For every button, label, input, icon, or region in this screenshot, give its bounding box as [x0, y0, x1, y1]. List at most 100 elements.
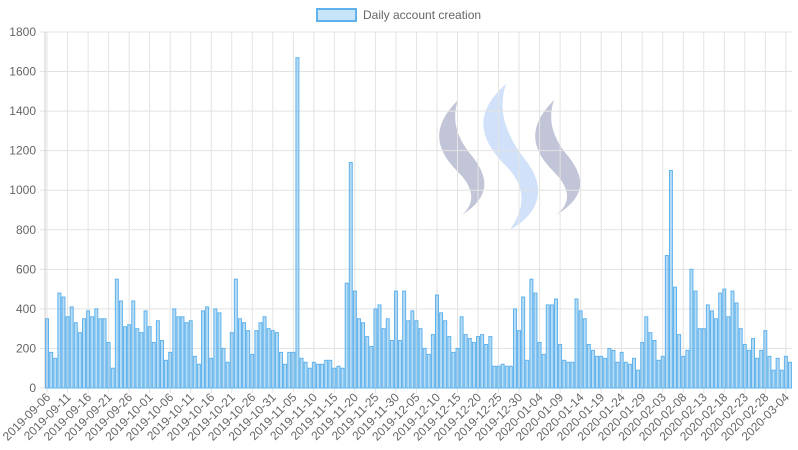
bar[interactable] — [114, 278, 119, 389]
bar[interactable] — [262, 316, 267, 389]
bar[interactable] — [787, 361, 792, 389]
bar[interactable] — [357, 318, 361, 389]
bar[interactable] — [332, 367, 337, 389]
bar[interactable] — [644, 316, 649, 389]
legend-swatch[interactable] — [316, 8, 357, 22]
bar[interactable] — [562, 359, 567, 389]
bar[interactable] — [545, 304, 550, 389]
bar[interactable] — [184, 322, 189, 389]
bar[interactable] — [615, 361, 620, 389]
bar[interactable] — [299, 357, 304, 389]
bar[interactable] — [389, 340, 394, 389]
bar[interactable] — [660, 355, 665, 389]
bar[interactable] — [599, 355, 604, 389]
bar[interactable] — [94, 308, 99, 389]
legend-label[interactable]: Daily account creation — [363, 8, 481, 22]
bar[interactable] — [90, 316, 95, 389]
bar[interactable] — [689, 268, 694, 389]
bar[interactable] — [242, 322, 247, 389]
bar[interactable] — [254, 330, 259, 389]
bar[interactable] — [430, 334, 435, 389]
bar[interactable] — [578, 310, 583, 389]
bar[interactable] — [209, 357, 214, 389]
bar[interactable] — [348, 162, 353, 389]
bar[interactable] — [131, 300, 136, 389]
bar[interactable] — [229, 332, 234, 389]
bar[interactable] — [102, 318, 107, 389]
bar[interactable] — [283, 363, 288, 389]
bar[interactable] — [324, 359, 329, 389]
bar[interactable] — [517, 330, 522, 389]
bar[interactable] — [344, 282, 349, 389]
bar[interactable] — [779, 369, 784, 389]
bar[interactable] — [771, 369, 776, 389]
bar[interactable] — [69, 306, 74, 389]
bar[interactable] — [484, 343, 489, 389]
bar[interactable] — [168, 351, 173, 389]
bar[interactable] — [570, 361, 575, 389]
bar[interactable] — [451, 351, 456, 389]
bar[interactable] — [775, 357, 780, 389]
bar[interactable] — [525, 359, 530, 389]
bar[interactable] — [201, 310, 205, 389]
bar[interactable] — [135, 328, 140, 389]
bar[interactable] — [705, 304, 710, 389]
bar[interactable] — [369, 345, 374, 389]
bar[interactable] — [746, 349, 751, 389]
bar[interactable] — [759, 349, 764, 389]
bar[interactable] — [320, 363, 325, 389]
bar[interactable] — [246, 330, 251, 389]
bar[interactable] — [636, 369, 641, 389]
bar[interactable] — [385, 318, 390, 389]
bar[interactable] — [225, 361, 230, 389]
bar[interactable] — [164, 359, 169, 389]
bar[interactable] — [45, 318, 50, 389]
bar[interactable] — [554, 298, 558, 389]
bar[interactable] — [632, 357, 636, 389]
bar[interactable] — [98, 318, 103, 389]
bar[interactable] — [188, 320, 193, 389]
bar[interactable] — [295, 57, 300, 389]
bar[interactable] — [213, 308, 218, 389]
bar[interactable] — [237, 318, 242, 389]
bar[interactable] — [422, 347, 427, 389]
bar[interactable] — [418, 328, 423, 389]
bar[interactable] — [439, 312, 444, 389]
bar[interactable] — [533, 292, 538, 389]
bar[interactable] — [410, 310, 415, 389]
bar[interactable] — [393, 290, 398, 389]
bar[interactable] — [57, 292, 62, 389]
bar[interactable] — [603, 357, 608, 389]
bar[interactable] — [677, 334, 682, 389]
bar[interactable] — [582, 318, 587, 389]
bar[interactable] — [311, 361, 316, 389]
bar[interactable] — [361, 322, 366, 389]
bar[interactable] — [496, 365, 501, 389]
bar[interactable] — [504, 365, 509, 389]
bar[interactable] — [726, 316, 731, 389]
bar[interactable] — [455, 347, 460, 389]
bar[interactable] — [574, 298, 579, 389]
bar[interactable] — [480, 334, 485, 389]
bar[interactable] — [558, 343, 563, 389]
bar[interactable] — [77, 332, 82, 389]
bar[interactable] — [529, 278, 534, 389]
bar[interactable] — [127, 324, 132, 389]
bar[interactable] — [463, 334, 468, 389]
bar[interactable] — [307, 367, 312, 389]
bar[interactable] — [718, 292, 723, 389]
bar[interactable] — [49, 351, 54, 389]
bar[interactable] — [619, 351, 624, 389]
bar[interactable] — [508, 365, 513, 389]
bar[interactable] — [328, 359, 333, 389]
bar[interactable] — [172, 308, 177, 389]
bar[interactable] — [730, 290, 735, 389]
bar[interactable] — [192, 355, 197, 389]
bar[interactable] — [640, 342, 645, 389]
bar[interactable] — [471, 342, 476, 389]
bar[interactable] — [406, 320, 411, 389]
bar[interactable] — [701, 328, 706, 389]
bar[interactable] — [681, 355, 686, 389]
bar[interactable] — [155, 320, 160, 389]
bar[interactable] — [709, 310, 714, 389]
